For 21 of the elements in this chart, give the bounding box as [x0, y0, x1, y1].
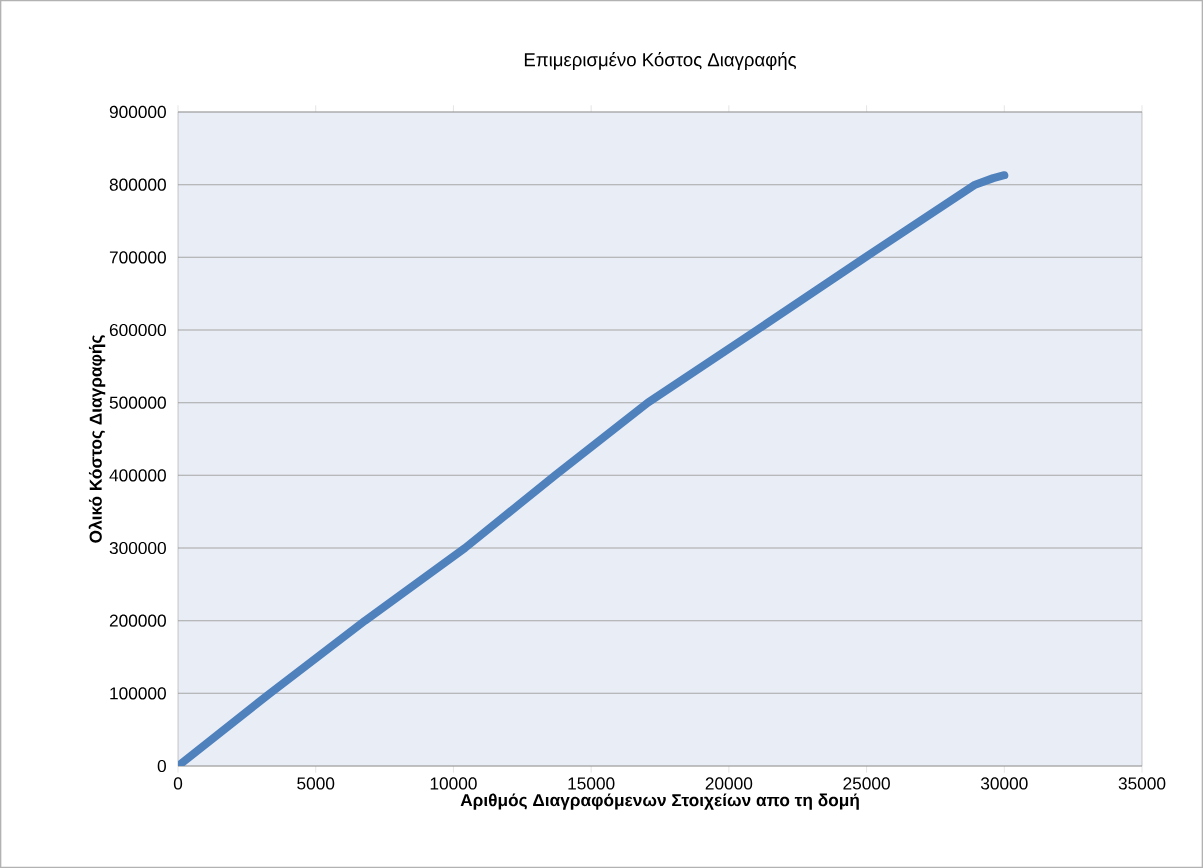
- y-tick-label: 600000: [109, 323, 166, 337]
- y-tick-label: 300000: [109, 541, 166, 555]
- x-axis-title: Αριθμός Διαγραφόμενων Στοιχείων απο τη δομή: [460, 793, 859, 810]
- x-tick-label: 20000: [705, 777, 753, 790]
- x-tick-label: 35000: [1118, 777, 1166, 790]
- y-tick-label: 900000: [109, 105, 166, 119]
- y-tick-label: 400000: [109, 469, 166, 482]
- y-tick-label: 700000: [109, 251, 166, 264]
- x-tick-label: 30000: [980, 777, 1028, 790]
- x-tick-label: 10000: [430, 777, 477, 790]
- y-axis-title: Ολικό Κόστος Διαγραφής: [88, 335, 106, 543]
- chart-title: Επιμερισμένο Κόστος Διαγραφής: [524, 52, 797, 70]
- y-tick-label: 800000: [109, 178, 166, 191]
- x-tick-label: 0: [173, 777, 183, 790]
- x-tick-label: 25000: [843, 777, 890, 790]
- y-tick-label: 100000: [110, 687, 166, 700]
- x-tick-label: 15000: [568, 777, 615, 790]
- x-tick-label: 5000: [297, 777, 335, 790]
- y-tick-label: 500000: [109, 396, 166, 409]
- y-tick-label: 200000: [109, 614, 166, 627]
- y-tick-label: 0: [157, 759, 166, 773]
